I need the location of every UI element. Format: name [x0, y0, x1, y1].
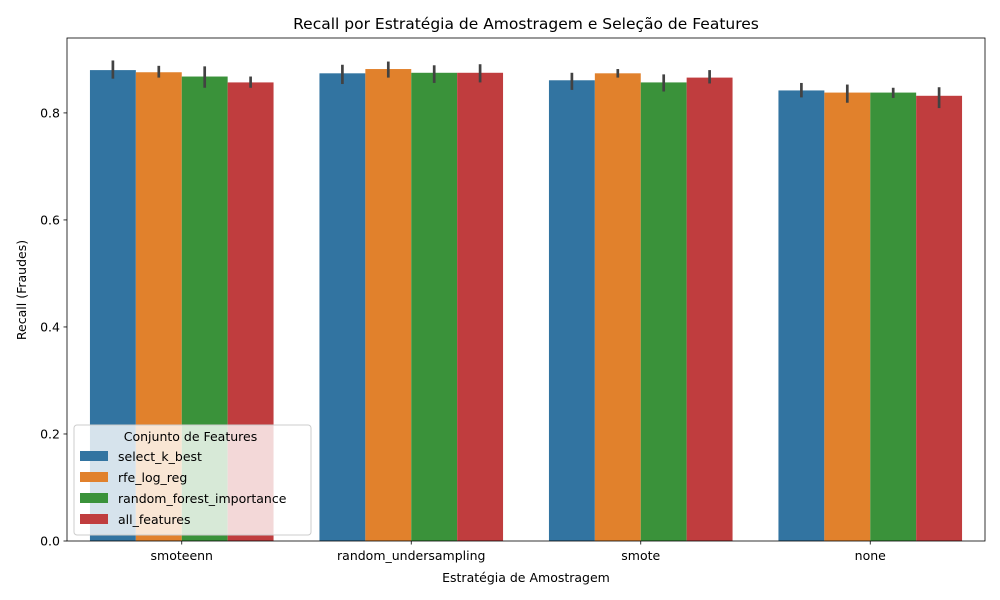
legend-label-select_k_best: select_k_best — [118, 449, 202, 464]
y-axis-label: Recall (Fraudes) — [14, 240, 29, 340]
legend-title: Conjunto de Features — [124, 429, 257, 444]
bar-all_features-smote — [686, 77, 733, 541]
bar-select_k_best-none — [778, 90, 825, 541]
bar-all_features-none — [916, 95, 963, 541]
legend: Conjunto de Features select_k_best rfe_log… — [73, 424, 312, 536]
x-tick-label-none: none — [855, 548, 886, 563]
bar-all_features-random_undersampling — [457, 72, 504, 541]
y-tick-label: 0.8 — [40, 105, 60, 120]
bar-select_k_best-smote — [548, 80, 595, 541]
legend-label-rfe_log_reg: rfe_log_reg — [118, 470, 187, 485]
chart-title: Recall por Estratégia de Amostragem e Se… — [293, 15, 759, 33]
bar-random_forest_importance-none — [870, 92, 917, 542]
axes-group: 0.0 0.2 0.4 0.6 0.8 smoteenn random_undersampl… — [40, 37, 986, 563]
legend-swatch-all_features — [80, 514, 108, 524]
x-axis-label: Estratégia de Amostragem — [442, 570, 610, 585]
legend-label-all_features: all_features — [118, 512, 191, 527]
error-bars-group — [111, 60, 941, 109]
x-tick-label-smoteenn: smoteenn — [151, 548, 213, 563]
legend-label-random_forest_importance: random_forest_importance — [118, 491, 287, 506]
plot-frame — [66, 37, 986, 542]
y-tick-label: 0.0 — [40, 534, 60, 549]
legend-swatch-random_forest_importance — [80, 493, 108, 503]
bar-select_k_best-random_undersampling — [319, 73, 366, 542]
bar-random_forest_importance-smote — [640, 82, 687, 542]
bar-rfe_log_reg-smote — [594, 73, 641, 542]
legend-swatch-rfe_log_reg — [80, 472, 108, 482]
bar-rfe_log_reg-none — [824, 92, 871, 542]
legend-box — [73, 424, 312, 536]
x-tick-label-smote: smote — [621, 548, 660, 563]
y-tick-label: 0.2 — [40, 426, 60, 441]
x-tick-label-random_undersampling: random_undersampling — [337, 548, 485, 563]
y-tick-label: 0.6 — [40, 212, 60, 227]
bar-rfe_log_reg-random_undersampling — [365, 69, 412, 542]
y-tick-label: 0.4 — [40, 319, 60, 334]
legend-swatch-select_k_best — [80, 451, 108, 461]
bar-random_forest_importance-random_undersampling — [411, 72, 458, 541]
